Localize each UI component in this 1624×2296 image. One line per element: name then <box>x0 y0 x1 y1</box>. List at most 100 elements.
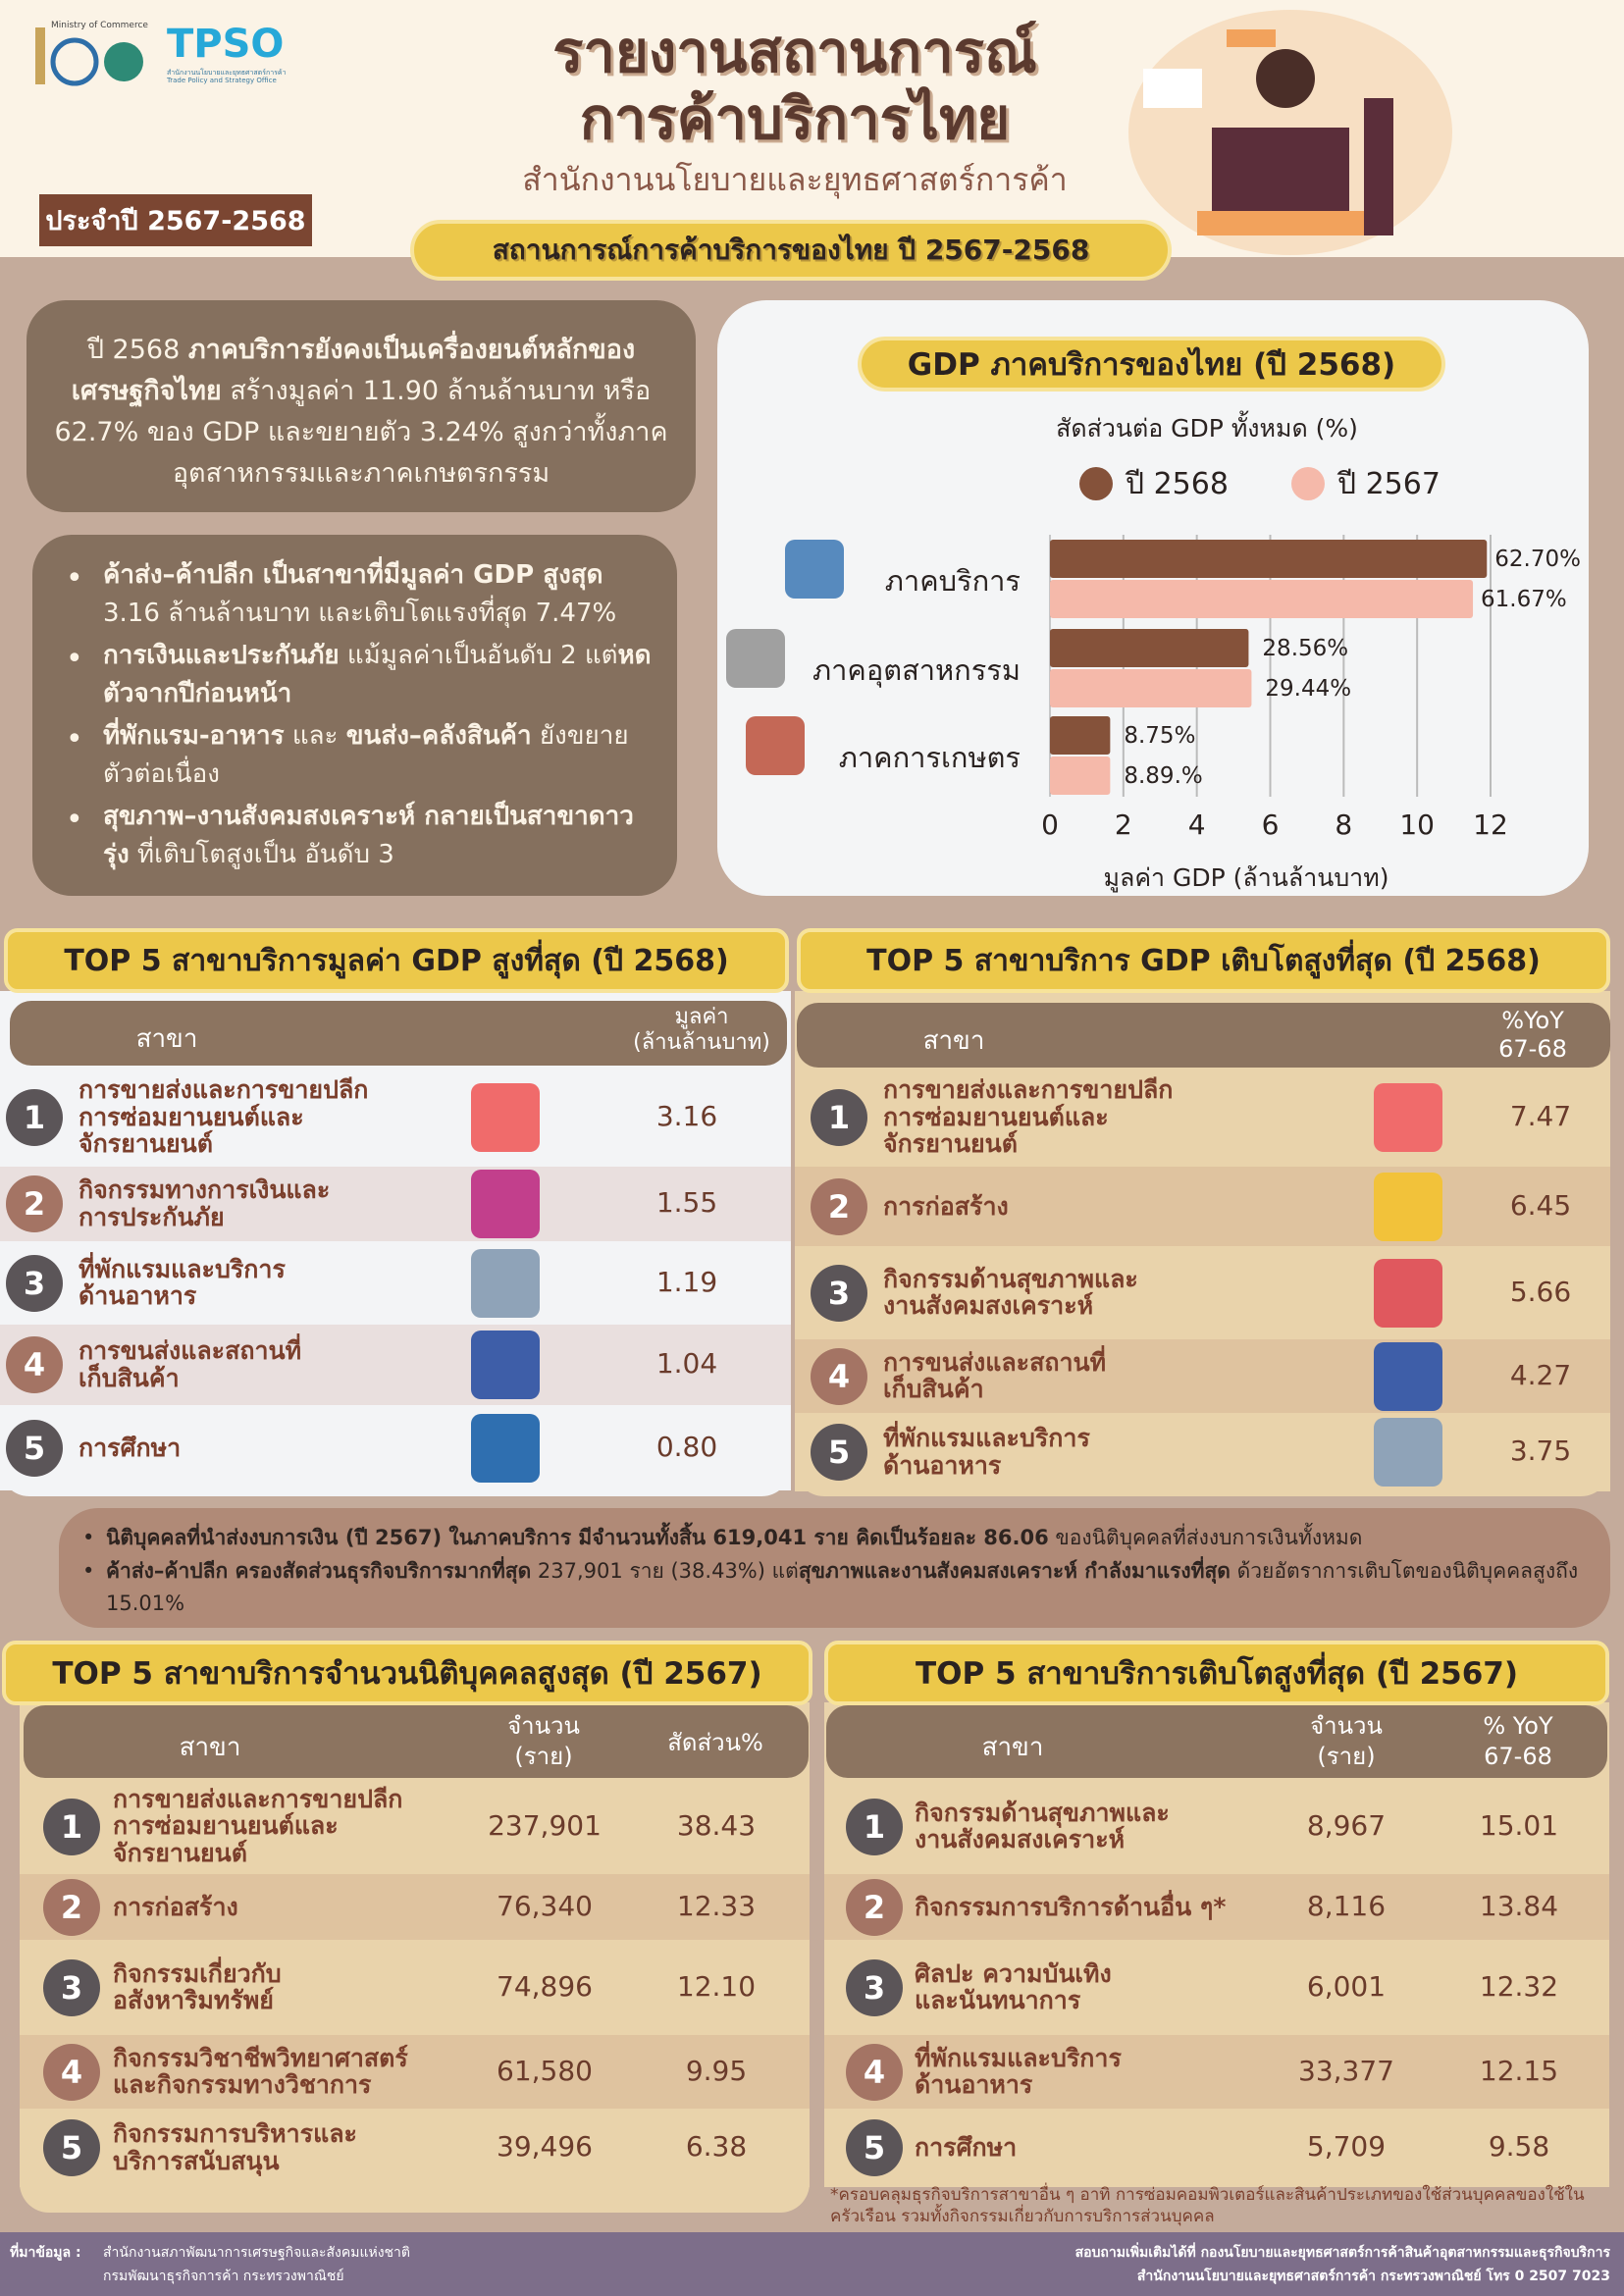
value-count: 8,967 <box>1306 1808 1387 1842</box>
source-label: ที่มาข้อมูล : <box>10 2245 81 2261</box>
branch-name: การศึกษา <box>915 2133 1018 2162</box>
data-label: 29.44% <box>1265 676 1351 702</box>
branch-name: การขนส่งและสถานที่ เก็บสินค้า <box>79 1336 302 1392</box>
col-branch: สาขา <box>135 1024 198 1054</box>
value-count: 61,580 <box>497 2054 593 2087</box>
value-value: 1.55 <box>655 1186 718 1219</box>
value-share: 6.38 <box>685 2130 748 2163</box>
text-segment: สุขภาพ–งานสังคมสงเคราะห์ กลายเป็นสาขาดาว… <box>103 802 634 869</box>
data-label: 8.75% <box>1124 723 1195 749</box>
branch-name: การศึกษา <box>79 1433 182 1462</box>
data-label: 8.89.% <box>1124 763 1202 789</box>
bar-2568 <box>1050 540 1488 578</box>
x-tick-label: 8 <box>1335 809 1352 841</box>
rank-badge: 1 <box>811 1089 867 1146</box>
category-label: ภาคการเกษตร <box>839 741 1021 774</box>
value-count: 5,709 <box>1306 2130 1387 2163</box>
footnote: *ครอบคลุมธุรกิจบริการสาขาอื่น ๆ อาทิ การ… <box>830 2185 1585 2227</box>
tpso-logo: TPSO สำนักงานนโยบายและยุทธศาสตร์การค้า T… <box>167 22 304 85</box>
value-count: 6,001 <box>1306 1969 1387 2003</box>
chart-title: GDP ภาคบริการของไทย (ปี 2568) <box>858 337 1445 391</box>
section-title: สถานการณ์การค้าบริการของไทย ปี 2567-2568 <box>410 220 1172 281</box>
value-share: 13.84 <box>1479 1889 1559 1922</box>
table-row: 3 กิจกรรมเกี่ยวกับ อสังหาริมทรัพย์ 74,896 1… <box>20 1940 810 2035</box>
helmet-icon <box>1374 1172 1442 1241</box>
hotel-icon <box>471 1248 540 1318</box>
text-segment: ด้วยอัตราการเติบโตของนิติบุคคลสูงถึง 15.… <box>106 1558 1579 1616</box>
col-share: สัดส่วน% <box>667 1729 763 1756</box>
rank-badge: 5 <box>43 2119 100 2176</box>
rank-badge: 3 <box>6 1254 63 1312</box>
rank-badge: 2 <box>811 1177 867 1235</box>
heart-icon <box>1374 1258 1442 1328</box>
table-row: 4 กิจกรรมวิชาชีพวิทยาศาสตร์ และกิจกรรมทาง… <box>20 2035 810 2109</box>
top-firms-header: สาขา จำนวน (ราย) สัดส่วน% <box>24 1705 809 1778</box>
table-row: 2 การก่อสร้าง 76,340 12.33 <box>20 1874 810 1940</box>
contact-line2: สำนักงานนโยบายและยุทธศาสตร์การค้า กระทรว… <box>1136 2269 1610 2284</box>
table-row: 5 การศึกษา 0.80 <box>0 1405 791 1490</box>
category-label: ภาคอุตสาหกรรม <box>812 653 1021 688</box>
branch-name: การขนส่งและสถานที่ เก็บสินค้า <box>883 1347 1107 1403</box>
shop-icon <box>471 1083 540 1152</box>
top-growth-title: TOP 5 สาขาบริการ GDP เติบโตสูงที่สุด (ปี… <box>797 928 1610 993</box>
bullet-item: ค้าส่ง–ค้าปลีก ครองสัดส่วนธุรกิจบริการมา… <box>79 1555 1591 1621</box>
year-badge: ประจำปี 2567-2568 <box>39 194 312 246</box>
chart-subtitle: สัดส่วนต่อ GDP ทั้งหมด (%) <box>1056 410 1358 443</box>
text-segment: ของนิติบุคคลที่ส่งงบการเงินทั้งหมด <box>1048 1526 1363 1549</box>
source-2: กรมพัฒนาธุรกิจการค้า กระทรวงพาณิชย์ <box>103 2269 344 2284</box>
branch-name: การก่อสร้าง <box>883 1191 1009 1221</box>
firm-note: นิติบุคคลที่นำส่งงบการเงิน (ปี 2567) ในภ… <box>59 1508 1610 1628</box>
factory-icon <box>726 629 785 688</box>
col-branch: สาขา <box>981 1733 1044 1762</box>
bullet-item: การเงินและประกันภัย แม้มูลค่าเป็นอันดับ … <box>52 637 657 713</box>
rank-badge: 5 <box>6 1419 63 1477</box>
source-1: สำนักงานสภาพัฒนาการเศรษฐกิจและสังคมแห่งช… <box>103 2245 410 2261</box>
tpso-logo-subtitle: สำนักงานนโยบายและยุทธศาสตร์การค้า Trade … <box>167 69 287 85</box>
hotel-icon <box>1374 1418 1442 1487</box>
category-label: ภาคบริการ <box>885 564 1021 598</box>
rank-badge: 2 <box>846 1878 903 1936</box>
legend-swatch <box>1291 467 1325 500</box>
value-count: 33,377 <box>1298 2054 1394 2087</box>
branch-name: การก่อสร้าง <box>113 1892 238 1921</box>
branch-name: กิจกรรมด้านสุขภาพและ งานสังคมสงเคราะห์ <box>915 1798 1170 1853</box>
table-row: 3 ศิลปะ ความบันเทิง และนันทนาการ 6,001 12.3… <box>824 1940 1609 2035</box>
x-tick-label: 10 <box>1399 809 1435 841</box>
table-row: 1 กิจกรรมด้านสุขภาพและ งานสังคมสงเคราะห์ 8… <box>824 1779 1609 1874</box>
value-value: 6.45 <box>1509 1188 1572 1222</box>
table-row: 4 การขนส่งและสถานที่ เก็บสินค้า 1.04 <box>0 1325 791 1405</box>
value-value: 5.66 <box>1509 1275 1572 1308</box>
rank-badge: 4 <box>811 1347 867 1405</box>
col-value: %YoY 67-68 <box>1498 1007 1567 1063</box>
text-segment: ที่เติบโตสูงเป็น อันดับ 3 <box>129 840 394 869</box>
text-segment: 237,901 ราย (38.43%) แต่ <box>531 1558 799 1583</box>
finance-icon <box>471 1170 540 1238</box>
bar-2567 <box>1050 757 1111 795</box>
bar-2567 <box>1050 669 1252 707</box>
contact-line1: สอบถามเพิ่มเติมได้ที่ กองนโยบายและยุทธศา… <box>1074 2245 1610 2261</box>
value-count: 39,496 <box>497 2130 593 2163</box>
bullet-item: นิติบุคคลที่นำส่งงบการเงิน (ปี 2567) ในภ… <box>79 1522 1591 1555</box>
value-value: 1.19 <box>655 1265 718 1298</box>
value-share: 9.95 <box>685 2054 748 2087</box>
bar-2568 <box>1050 716 1111 755</box>
rank-badge: 5 <box>846 2119 903 2176</box>
text-segment: นิติบุคคลที่นำส่งงบการเงิน (ปี 2567) ในภ… <box>106 1526 1049 1549</box>
value-count: 76,340 <box>497 1889 593 1922</box>
rank-badge: 3 <box>846 1958 903 2016</box>
value-count: 237,901 <box>488 1808 602 1842</box>
branch-name: กิจกรรมทางการเงินและ การประกันภัย <box>79 1175 331 1231</box>
value-count: 8,116 <box>1306 1889 1387 1922</box>
table-row: 4 ที่พักแรมและบริการ ด้านอาหาร 33,377 12.15 <box>824 2035 1609 2109</box>
rank-badge: 5 <box>811 1424 867 1481</box>
text-segment: ค้าส่ง–ค้าปลีก ครองสัดส่วนธุรกิจบริการมา… <box>106 1558 532 1583</box>
ministry-logo: Ministry of Commerce <box>33 18 151 86</box>
table-row: 2 กิจกรรมการบริการด้านอื่น ๆ* 8,116 13.84 <box>824 1874 1609 1940</box>
value-value: 3.16 <box>655 1100 718 1132</box>
text-segment: ภาคบริการยังคงเป็นเครื่องยนต์หลักของเศรษ… <box>71 335 636 406</box>
branch-name: กิจกรรมวิชาชีพวิทยาศาสตร์ และกิจกรรมทางว… <box>113 2043 408 2099</box>
title-line2: การค้าบริการไทย <box>579 85 1011 152</box>
bullet-item: สุขภาพ–งานสังคมสงเคราะห์ กลายเป็นสาขาดาว… <box>52 798 657 874</box>
data-label: 61.67% <box>1481 587 1567 612</box>
col-count: จำนวน (ราย) <box>507 1712 580 1771</box>
